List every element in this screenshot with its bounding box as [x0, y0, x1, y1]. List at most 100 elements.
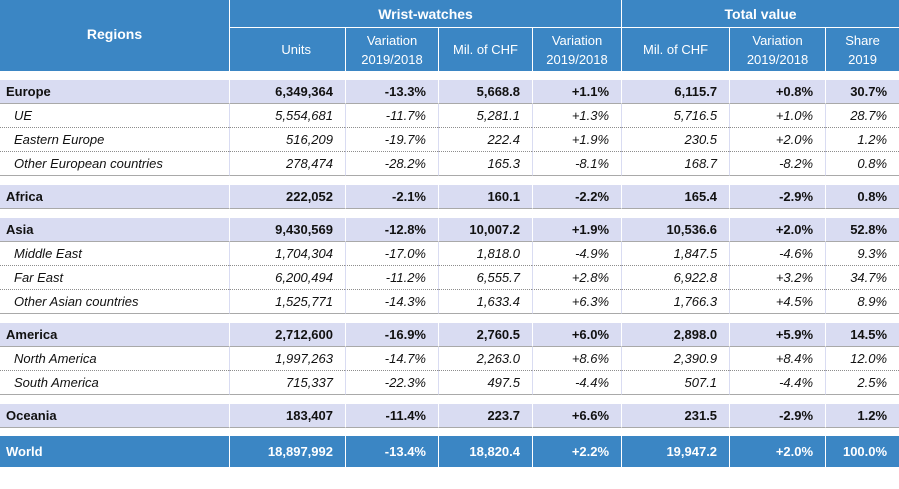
region-name: Other Asian countries [0, 290, 229, 314]
variation-total-cell: -2.9% [729, 403, 826, 428]
variation-label: Variation [366, 32, 418, 48]
variation-units-cell: -11.4% [345, 403, 438, 428]
mil-chf-cell: 1,818.0 [438, 242, 532, 266]
share-cell: 0.8% [825, 152, 899, 176]
share-cell: 1.2% [825, 403, 899, 428]
spacer-row [0, 314, 899, 322]
mil-chf-header: Mil. of CHF [438, 28, 532, 71]
variation-chf-cell: +1.9% [532, 128, 622, 152]
table-row-other-asian-countries: Other Asian countries 1,525,771 -14.3% 1… [0, 290, 899, 314]
spacer-row [0, 395, 899, 403]
variation-total-cell: -8.2% [729, 152, 826, 176]
variation-total-cell: +2.0% [729, 436, 826, 467]
variation-units-cell: -16.9% [345, 322, 438, 347]
variation-units-cell: -22.3% [345, 371, 438, 395]
units-cell: 222,052 [229, 184, 345, 209]
mil-chf-cell: 2,760.5 [438, 322, 532, 347]
total-value-cell: 2,898.0 [621, 322, 730, 347]
total-value-cell: 2,390.9 [621, 347, 730, 371]
table-row-asia: Asia 9,430,569 -12.8% 10,007.2 +1.9% 10,… [0, 217, 899, 242]
region-name: North America [0, 347, 229, 371]
mil-chf-cell: 497.5 [438, 371, 532, 395]
mil-chf-cell: 160.1 [438, 184, 532, 209]
variation-chf-cell: +6.0% [532, 322, 622, 347]
units-cell: 6,349,364 [229, 79, 345, 104]
total-value-header: Total value [621, 0, 899, 28]
variation-label: Variation [752, 32, 803, 48]
variation-units-cell: -17.0% [345, 242, 438, 266]
region-name: Far East [0, 266, 229, 290]
header-column-row: Units Variation 2019/2018 Mil. of CHF Var… [0, 28, 899, 71]
mil-chf-cell: 1,633.4 [438, 290, 532, 314]
share-cell: 8.9% [825, 290, 899, 314]
table-body: Europe 6,349,364 -13.3% 5,668.8 +1.1% 6,… [0, 71, 899, 467]
share-cell: 9.3% [825, 242, 899, 266]
table-row-other-european-countries: Other European countries 278,474 -28.2% … [0, 152, 899, 176]
regions-header: Regions [0, 0, 229, 71]
region-name: World [0, 436, 229, 467]
region-name: UE [0, 104, 229, 128]
share-cell: 52.8% [825, 217, 899, 242]
units-cell: 1,525,771 [229, 290, 345, 314]
share-cell: 28.7% [825, 104, 899, 128]
total-value-cell: 231.5 [621, 403, 730, 428]
mil-chf-cell: 5,668.8 [438, 79, 532, 104]
table-row-south-america: South America 715,337 -22.3% 497.5 -4.4%… [0, 371, 899, 395]
variation-total-cell: -4.4% [729, 371, 826, 395]
variation-units-cell: -11.2% [345, 266, 438, 290]
table-row-middle-east: Middle East 1,704,304 -17.0% 1,818.0 -4.… [0, 242, 899, 266]
variation-units-cell: -13.3% [345, 79, 438, 104]
total-value-cell: 507.1 [621, 371, 730, 395]
region-name: Eastern Europe [0, 128, 229, 152]
variation-units-cell: -13.4% [345, 436, 438, 467]
units-cell: 2,712,600 [229, 322, 345, 347]
share-cell: 14.5% [825, 322, 899, 347]
units-cell: 183,407 [229, 403, 345, 428]
total-value-cell: 165.4 [621, 184, 730, 209]
spacer-row [0, 71, 899, 79]
units-cell: 516,209 [229, 128, 345, 152]
share-year-label: 2019 [848, 51, 878, 67]
total-value-cell: 6,115.7 [621, 79, 730, 104]
variation-units-cell: -28.2% [345, 152, 438, 176]
table-row-africa: Africa 222,052 -2.1% 160.1 -2.2% 165.4 -… [0, 184, 899, 209]
share-cell: 12.0% [825, 347, 899, 371]
total-value-cell: 230.5 [621, 128, 730, 152]
units-cell: 6,200,494 [229, 266, 345, 290]
region-name: South America [0, 371, 229, 395]
variation-chf-cell: +2.2% [532, 436, 622, 467]
variation-total-cell: +0.8% [729, 79, 826, 104]
share-cell: 2.5% [825, 371, 899, 395]
region-name: Africa [0, 184, 229, 209]
total-value-cell: 5,716.5 [621, 104, 730, 128]
variation-chf-cell: +1.9% [532, 217, 622, 242]
variation-total-cell: -2.9% [729, 184, 826, 209]
variation-chf-cell: +2.8% [532, 266, 622, 290]
share-cell: 0.8% [825, 184, 899, 209]
mil-chf-cell: 5,281.1 [438, 104, 532, 128]
total-value-cell: 1,847.5 [621, 242, 730, 266]
units-cell: 1,997,263 [229, 347, 345, 371]
table-row-world-total: World 18,897,992 -13.4% 18,820.4 +2.2% 1… [0, 436, 899, 467]
variation-label: Variation [551, 32, 603, 48]
table-row-europe: Europe 6,349,364 -13.3% 5,668.8 +1.1% 6,… [0, 79, 899, 104]
share-cell: 100.0% [825, 436, 899, 467]
table-row-eastern-europe: Eastern Europe 516,209 -19.7% 222.4 +1.9… [0, 128, 899, 152]
variation-total-cell: +4.5% [729, 290, 826, 314]
variation-chf-cell: +8.6% [532, 347, 622, 371]
region-name: Asia [0, 217, 229, 242]
region-name: Other European countries [0, 152, 229, 176]
mil-chf-cell: 223.7 [438, 403, 532, 428]
units-header-label: Units [281, 42, 311, 57]
table-row-oceania: Oceania 183,407 -11.4% 223.7 +6.6% 231.5… [0, 403, 899, 428]
mil-chf-cell: 2,263.0 [438, 347, 532, 371]
mil-chf-label: Mil. of CHF [453, 42, 518, 57]
variation-units-cell: -19.7% [345, 128, 438, 152]
table-row-north-america: North America 1,997,263 -14.7% 2,263.0 +… [0, 347, 899, 371]
total-value-cell: 6,922.8 [621, 266, 730, 290]
variation-total-header: Variation 2019/2018 [729, 28, 826, 71]
total-value-cell: 19,947.2 [621, 436, 730, 467]
variation-units-header: Variation 2019/2018 [345, 28, 438, 71]
mil-chf-cell: 165.3 [438, 152, 532, 176]
export-statistics-table: Regions Wrist-watches Total value Units … [0, 0, 899, 467]
